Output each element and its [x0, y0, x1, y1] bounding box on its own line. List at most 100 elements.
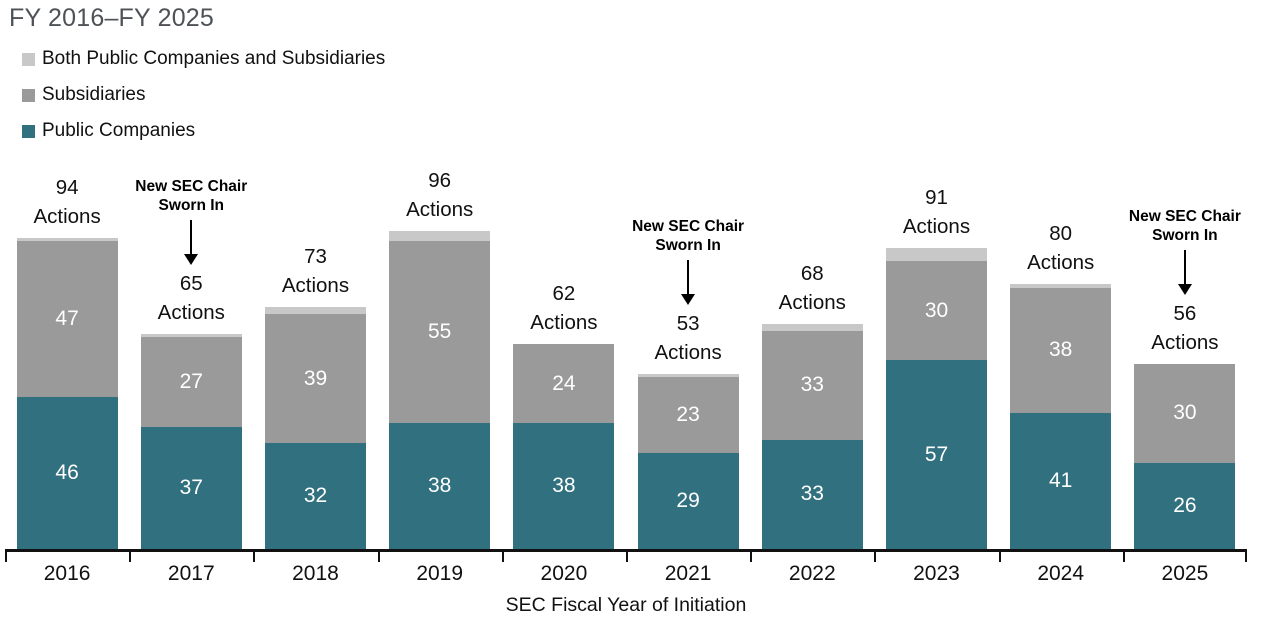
- bar-segment-subsidiaries-2018: 39: [265, 313, 366, 444]
- x-axis-tick: [626, 549, 628, 562]
- bar-value-label: 38: [552, 474, 576, 498]
- bar-value-label: 41: [1049, 469, 1073, 493]
- bar-segment-subsidiaries-2024: 38: [1010, 287, 1112, 414]
- bar-total-value: 80: [1049, 222, 1073, 246]
- bar-segment-subsidiaries-2017: 27: [140, 337, 242, 427]
- bar-total-suffix: Actions: [33, 204, 101, 228]
- bar-segment-public-2023: 57: [886, 360, 987, 549]
- bar-total-label-2016: 94 Actions: [5, 173, 129, 231]
- legend-swatch-public-companies-icon: [22, 124, 35, 138]
- bar-value-label: 38: [428, 474, 452, 498]
- annotation-2025: New SEC Chair Sworn In: [1108, 207, 1262, 295]
- annotation-line: Sworn In: [655, 236, 721, 254]
- legend-item-both: Both Public Companies and Subsidiaries: [22, 46, 385, 72]
- bar-total-value: 62: [552, 281, 576, 305]
- bar-segment-subsidiaries-2021: 23: [637, 376, 739, 453]
- down-arrow-shaft-icon: [687, 259, 690, 294]
- x-axis-tick: [501, 549, 504, 562]
- bar-total-suffix: Actions: [406, 198, 474, 222]
- bar-2025: 30 26: [1134, 363, 1236, 549]
- bar-segment-subsidiaries-2022: 33: [761, 330, 863, 440]
- x-axis-tick: [1245, 549, 1247, 562]
- bar-segment-public-2024: 41: [1010, 413, 1112, 549]
- bar-2024: 38 41: [1010, 284, 1112, 549]
- bar-total-suffix: Actions: [778, 290, 846, 314]
- bar-segment-both-2016: [16, 237, 118, 242]
- bar-total-label-2021: 53 Actions: [626, 309, 750, 367]
- chart-title: FY 2016–FY 2025: [9, 4, 215, 32]
- bar-value-label: 24: [552, 371, 576, 395]
- bar-segment-subsidiaries-2020: 24: [513, 343, 615, 424]
- down-arrow-head-icon: [681, 293, 696, 305]
- bar-segment-public-2025: 26: [1134, 462, 1236, 549]
- bar-total-label-2025: 56 Actions: [1123, 299, 1247, 357]
- bar-segment-public-2018: 32: [265, 443, 366, 549]
- bar-total-label-2020: 62 Actions: [502, 279, 626, 337]
- bar-total-label-2017: 65 Actions: [129, 269, 253, 327]
- bar-total-value: 68: [800, 261, 824, 285]
- plot-area: 47 46 94 Actions 27 37 65 Actions New SEC Chair S…: [5, 140, 1247, 549]
- x-axis: 2016 2017 2018 2019 2020 2021 2022 2023 2024 2025: [5, 549, 1247, 595]
- bar-value-label: 33: [800, 482, 824, 506]
- x-axis-tick: [998, 549, 1001, 562]
- annotation-line: New SEC Chair: [632, 217, 745, 235]
- x-tick-label-2021: 2021: [664, 562, 712, 585]
- legend: Both Public Companies and Subsidiaries S…: [22, 46, 385, 154]
- bar-total-label-2019: 96 Actions: [378, 166, 502, 224]
- bar-2020: 24 38: [513, 343, 615, 549]
- legend-item-public-companies: Public Companies: [22, 118, 385, 144]
- bar-value-label: 39: [303, 366, 328, 390]
- bar-value-label: 26: [1173, 493, 1197, 517]
- bar-segment-public-2019: 38: [389, 423, 491, 549]
- down-arrow-head-icon: [184, 253, 199, 265]
- legend-swatch-subsidiaries-icon: [22, 88, 35, 102]
- bar-2021: 23 29: [637, 373, 739, 549]
- bar-2018: 39 32: [265, 307, 366, 549]
- x-tick-label-2025: 2025: [1161, 562, 1209, 585]
- bar-total-value: 73: [304, 245, 327, 269]
- x-tick-label-2017: 2017: [167, 562, 215, 585]
- x-tick-label-2023: 2023: [913, 562, 960, 585]
- bar-total-suffix: Actions: [157, 300, 225, 324]
- bar-value-label: 33: [800, 373, 824, 397]
- down-arrow-shaft-icon: [190, 219, 193, 254]
- x-tick-label-2024: 2024: [1037, 562, 1085, 585]
- bar-total-suffix: Actions: [281, 274, 350, 298]
- bar-segment-both-2021: [637, 373, 739, 377]
- bar-segment-both-2018: [265, 307, 366, 314]
- legend-label-public-companies: Public Companies: [42, 120, 196, 141]
- bar-segment-public-2017: 37: [140, 426, 242, 549]
- bar-total-label-2024: 80 Actions: [999, 219, 1123, 277]
- bar-segment-public-2016: 46: [16, 396, 118, 549]
- bar-segment-subsidiaries-2016: 47: [16, 241, 118, 397]
- bar-value-label: 30: [924, 298, 949, 322]
- legend-label-both: Both Public Companies and Subsidiaries: [42, 48, 386, 69]
- bar-value-label: 47: [55, 306, 79, 330]
- annotation-line: Sworn In: [1152, 226, 1218, 244]
- bar-value-label: 30: [1173, 401, 1197, 425]
- x-axis-tick: [253, 549, 256, 562]
- bar-value-label: 29: [676, 488, 700, 512]
- bar-2017: 27 37: [140, 333, 242, 549]
- legend-item-subsidiaries: Subsidiaries: [22, 82, 385, 108]
- bar-value-label: 32: [303, 484, 328, 508]
- bar-value-label: 55: [428, 320, 452, 344]
- bar-segment-subsidiaries-2023: 30: [886, 261, 987, 361]
- bar-segment-public-2022: 33: [761, 439, 863, 549]
- bar-2023: 30 57: [886, 247, 987, 549]
- annotation-line: Sworn In: [158, 196, 224, 214]
- bar-segment-both-2023: [886, 247, 987, 262]
- x-axis-tick: [5, 549, 7, 562]
- bar-total-value: 94: [55, 175, 79, 199]
- x-axis-title: SEC Fiscal Year of Initiation: [505, 594, 747, 616]
- bar-2016: 47 46: [16, 237, 118, 549]
- bar-2022: 33 33: [761, 323, 863, 549]
- x-axis-tick: [1122, 549, 1125, 562]
- legend-label-subsidiaries: Subsidiaries: [42, 84, 146, 105]
- x-tick-label-2016: 2016: [43, 562, 91, 585]
- x-tick-label-2020: 2020: [540, 562, 588, 585]
- annotation-text: New SEC Chair Sworn In: [135, 177, 247, 215]
- bar-total-value: 56: [1173, 301, 1197, 325]
- down-arrow-shaft-icon: [1183, 249, 1186, 284]
